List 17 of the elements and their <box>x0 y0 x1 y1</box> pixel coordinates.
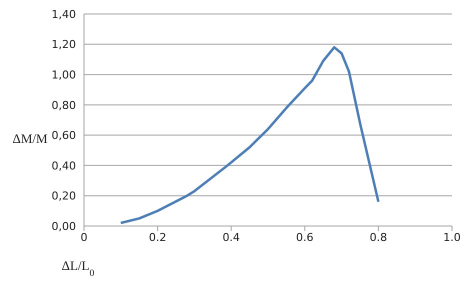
y-tick-label: 0,80 <box>52 98 76 112</box>
x-tick-label: 0.4 <box>222 230 240 244</box>
y-tick-label: 0,00 <box>52 220 76 233</box>
x-tick-label: 0.2 <box>148 230 166 244</box>
x-tick-label: 1.0 <box>443 230 461 244</box>
y-axis-title: ΔM/M <box>12 131 48 146</box>
x-tick-label: 0 <box>80 230 88 244</box>
x-axis-title: ΔL/L$_{0}$ <box>62 258 94 278</box>
x-tick-label: 0.8 <box>370 230 388 244</box>
y-tick-label: 1,20 <box>52 38 76 52</box>
x-tick-label: 0.6 <box>296 230 314 244</box>
line-series <box>120 46 380 224</box>
y-tick-label: 0,60 <box>52 129 76 142</box>
y-tick-label: 1,00 <box>52 68 76 82</box>
y-tick-label: 0,40 <box>52 159 76 172</box>
y-tick-label: 0,20 <box>52 190 76 203</box>
y-tick-label: 1,40 <box>52 8 76 21</box>
